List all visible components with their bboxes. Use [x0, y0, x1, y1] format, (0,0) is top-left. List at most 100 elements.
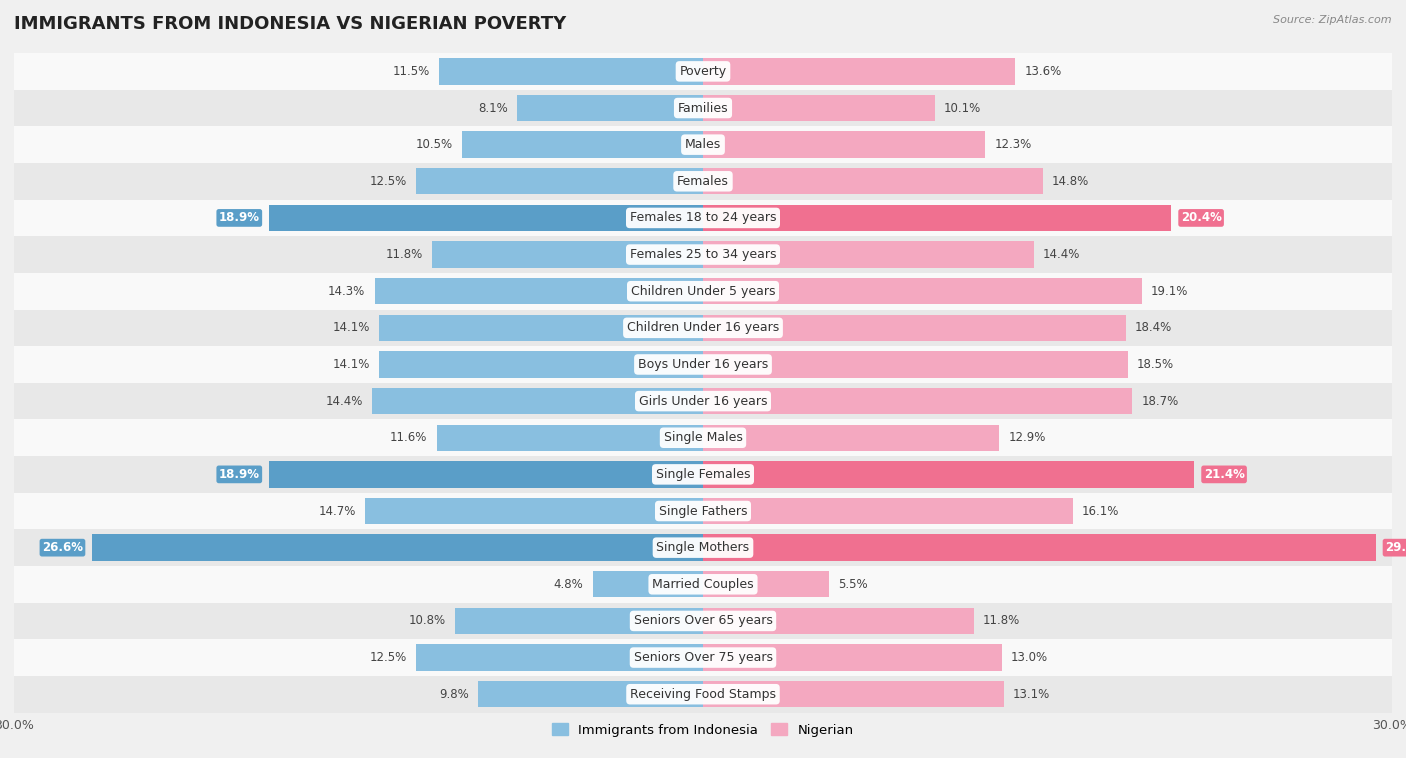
Text: Seniors Over 75 years: Seniors Over 75 years — [634, 651, 772, 664]
Bar — [703, 608, 974, 634]
Text: 11.5%: 11.5% — [392, 65, 430, 78]
Text: 14.3%: 14.3% — [328, 285, 366, 298]
Bar — [14, 163, 1392, 199]
Bar — [14, 346, 1392, 383]
Bar — [703, 241, 1033, 268]
Text: Single Males: Single Males — [664, 431, 742, 444]
Text: 12.3%: 12.3% — [994, 138, 1032, 151]
Text: Single Mothers: Single Mothers — [657, 541, 749, 554]
Text: Single Fathers: Single Fathers — [659, 505, 747, 518]
Text: 13.1%: 13.1% — [1012, 688, 1050, 700]
Bar — [703, 388, 1132, 415]
Text: 18.9%: 18.9% — [219, 468, 260, 481]
Bar — [269, 205, 703, 231]
Text: 12.9%: 12.9% — [1008, 431, 1046, 444]
Text: 26.6%: 26.6% — [42, 541, 83, 554]
Bar — [93, 534, 703, 561]
Text: 11.8%: 11.8% — [385, 248, 423, 261]
Bar — [366, 498, 703, 525]
Text: 5.5%: 5.5% — [838, 578, 868, 590]
Text: 14.4%: 14.4% — [326, 395, 363, 408]
Text: 12.5%: 12.5% — [370, 175, 406, 188]
Bar — [14, 383, 1392, 419]
Bar — [14, 456, 1392, 493]
Text: 18.4%: 18.4% — [1135, 321, 1173, 334]
Bar — [14, 199, 1392, 236]
Text: 10.5%: 10.5% — [416, 138, 453, 151]
Bar — [703, 278, 1142, 305]
Text: Source: ZipAtlas.com: Source: ZipAtlas.com — [1274, 15, 1392, 25]
Bar — [456, 608, 703, 634]
Text: 18.7%: 18.7% — [1142, 395, 1178, 408]
Bar — [593, 571, 703, 597]
Text: Receiving Food Stamps: Receiving Food Stamps — [630, 688, 776, 700]
Bar — [14, 493, 1392, 529]
Text: Poverty: Poverty — [679, 65, 727, 78]
Text: IMMIGRANTS FROM INDONESIA VS NIGERIAN POVERTY: IMMIGRANTS FROM INDONESIA VS NIGERIAN PO… — [14, 15, 567, 33]
Legend: Immigrants from Indonesia, Nigerian: Immigrants from Indonesia, Nigerian — [547, 719, 859, 742]
Text: 13.6%: 13.6% — [1025, 65, 1062, 78]
Bar — [14, 53, 1392, 89]
Text: 4.8%: 4.8% — [554, 578, 583, 590]
Bar — [703, 58, 1015, 85]
Text: 11.6%: 11.6% — [389, 431, 427, 444]
Bar — [380, 315, 703, 341]
Bar — [703, 534, 1376, 561]
Bar — [703, 498, 1073, 525]
Bar — [380, 351, 703, 377]
Text: Children Under 5 years: Children Under 5 years — [631, 285, 775, 298]
Bar — [14, 676, 1392, 713]
Text: 14.1%: 14.1% — [333, 358, 370, 371]
Text: 10.8%: 10.8% — [409, 615, 446, 628]
Text: Married Couples: Married Couples — [652, 578, 754, 590]
Bar — [14, 566, 1392, 603]
Text: 13.0%: 13.0% — [1011, 651, 1047, 664]
Bar — [373, 388, 703, 415]
Bar — [703, 131, 986, 158]
Bar — [703, 424, 1000, 451]
Text: Females: Females — [678, 175, 728, 188]
Text: 14.8%: 14.8% — [1052, 175, 1090, 188]
Bar — [703, 351, 1128, 377]
Text: 8.1%: 8.1% — [478, 102, 508, 114]
Bar — [14, 419, 1392, 456]
Text: Families: Families — [678, 102, 728, 114]
Bar — [703, 461, 1195, 487]
Text: 14.7%: 14.7% — [319, 505, 356, 518]
Bar — [437, 424, 703, 451]
Text: Boys Under 16 years: Boys Under 16 years — [638, 358, 768, 371]
Bar — [703, 205, 1171, 231]
Bar — [14, 127, 1392, 163]
Bar — [14, 639, 1392, 676]
Text: Girls Under 16 years: Girls Under 16 years — [638, 395, 768, 408]
Bar — [14, 89, 1392, 127]
Bar — [703, 571, 830, 597]
Bar — [478, 681, 703, 707]
Bar — [703, 644, 1001, 671]
Bar — [703, 315, 1126, 341]
Bar — [14, 529, 1392, 566]
Text: 9.8%: 9.8% — [439, 688, 468, 700]
Text: 14.1%: 14.1% — [333, 321, 370, 334]
Bar — [14, 273, 1392, 309]
Text: Females 18 to 24 years: Females 18 to 24 years — [630, 211, 776, 224]
Bar — [269, 461, 703, 487]
Bar — [517, 95, 703, 121]
Text: Children Under 16 years: Children Under 16 years — [627, 321, 779, 334]
Text: Females 25 to 34 years: Females 25 to 34 years — [630, 248, 776, 261]
Bar — [14, 236, 1392, 273]
Text: 21.4%: 21.4% — [1204, 468, 1244, 481]
Bar — [416, 644, 703, 671]
Text: 18.9%: 18.9% — [219, 211, 260, 224]
Text: 18.5%: 18.5% — [1137, 358, 1174, 371]
Bar — [14, 603, 1392, 639]
Text: 20.4%: 20.4% — [1181, 211, 1222, 224]
Bar — [432, 241, 703, 268]
Bar — [416, 168, 703, 195]
Bar — [703, 168, 1043, 195]
Bar — [703, 681, 1004, 707]
Text: Males: Males — [685, 138, 721, 151]
Bar — [703, 95, 935, 121]
Text: 19.1%: 19.1% — [1152, 285, 1188, 298]
Bar — [14, 309, 1392, 346]
